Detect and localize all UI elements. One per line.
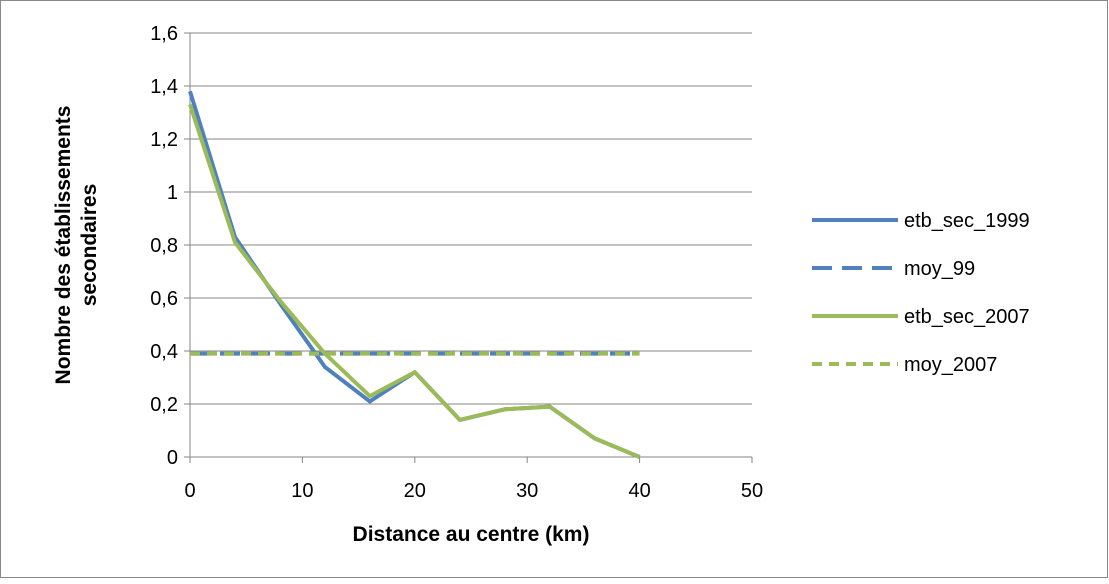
y-tick-label: 0,8: [150, 235, 178, 257]
y-axis-title-line-1: Nombre des établissements: [52, 106, 75, 385]
x-axis-title: Distance au centre (km): [353, 523, 590, 546]
y-tick-label: 0,4: [150, 341, 178, 363]
gridlines: [190, 32, 752, 405]
axes: [184, 32, 753, 463]
y-tick-label: 1,4: [150, 76, 178, 98]
y-axis-title: Nombre des établissements secondaires: [52, 106, 101, 385]
legend: etb_sec_1999 moy_99 etb_sec_2007 moy_2007: [812, 210, 1030, 376]
series-lines: [188, 90, 641, 459]
x-tick-label: 40: [628, 480, 650, 502]
y-tick-label: 0: [167, 447, 178, 469]
y-tick-label: 0,6: [150, 288, 178, 310]
legend-label-moy-99: moy_99: [904, 258, 975, 280]
x-tick-label: 20: [404, 480, 426, 502]
x-tick-labels: 0 10 20 30 40 50: [184, 480, 763, 502]
x-tick-label: 10: [291, 480, 313, 502]
y-tick-labels: 0 0,2 0,4 0,6 0,8 1 1,2 1,4 1,6: [150, 23, 178, 469]
legend-label-etb-sec-1999: etb_sec_1999: [904, 210, 1030, 232]
y-tick-label: 1,6: [150, 23, 178, 45]
x-tick-label: 30: [516, 480, 538, 502]
y-tick-label: 1,2: [150, 129, 178, 151]
series-line-etb-sec-2007: [188, 103, 641, 459]
y-axis-title-line-2: secondaires: [78, 184, 101, 307]
legend-label-moy-2007: moy_2007: [904, 354, 997, 376]
y-tick-label: 0,2: [150, 394, 178, 416]
x-tick-label: 50: [741, 480, 763, 502]
y-tick-label: 1: [167, 182, 178, 204]
legend-label-etb-sec-2007: etb_sec_2007: [904, 306, 1030, 328]
x-tick-label: 0: [184, 480, 195, 502]
